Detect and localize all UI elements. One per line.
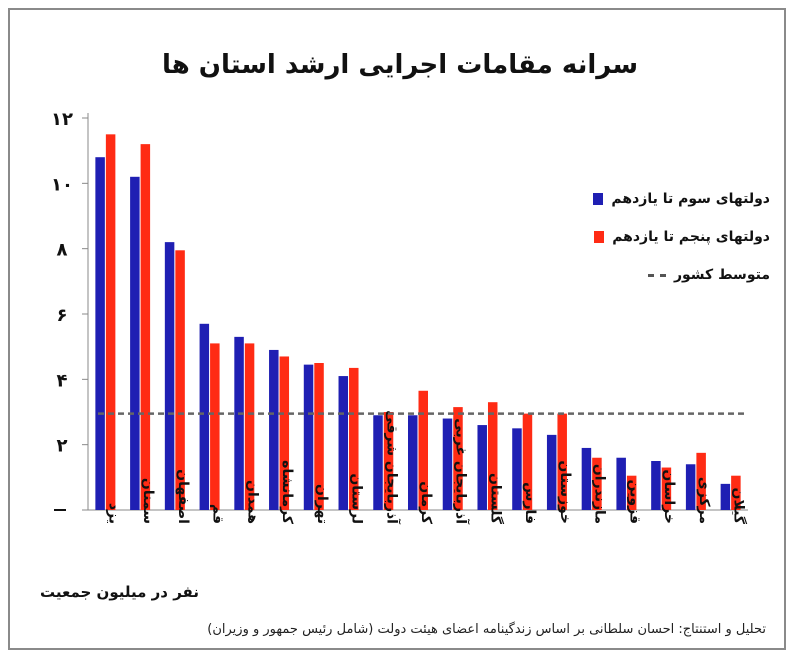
bar-series-2 bbox=[522, 413, 533, 510]
y-tick-label: ۱۰ bbox=[51, 174, 73, 195]
x-tick-label: تهران bbox=[314, 484, 330, 524]
legend-item-series-2: دولتهای پنجم تا یازدهم bbox=[560, 218, 770, 256]
bar-series-1 bbox=[581, 447, 592, 510]
bar-series-1 bbox=[95, 157, 105, 510]
bar-series-1 bbox=[234, 336, 244, 510]
x-tick-label: یزد bbox=[105, 503, 121, 524]
bar-series-2 bbox=[487, 402, 498, 510]
x-tick-label: لرستان bbox=[349, 473, 365, 524]
bar-series-1 bbox=[512, 428, 522, 510]
x-tick-label: آذربایجان غربی bbox=[453, 418, 471, 525]
legend-swatch-average bbox=[647, 273, 666, 277]
x-tick-label: آذربایجان شرقی bbox=[383, 410, 401, 525]
legend-label-series-1: دولتهای سوم تا یازدهم bbox=[611, 191, 770, 207]
y-tick-label: ۸ bbox=[57, 240, 68, 261]
x-tick-label: خوزستان bbox=[557, 460, 573, 524]
bar-series-1 bbox=[651, 461, 661, 510]
bar-series-2 bbox=[175, 250, 185, 511]
bar-series-1 bbox=[408, 415, 418, 510]
bar-series-2 bbox=[383, 412, 394, 510]
bar-series-1 bbox=[303, 364, 314, 510]
bar-series-2 bbox=[453, 407, 463, 510]
chart-title: سرانه مقامات اجرایی ارشد استان ها bbox=[161, 50, 639, 80]
bar-series-1 bbox=[130, 176, 140, 511]
x-tick-label: فارس bbox=[522, 482, 538, 524]
bar-series-2 bbox=[557, 413, 567, 510]
bar-series-2 bbox=[279, 356, 290, 510]
x-tick-label: همدان bbox=[244, 480, 260, 524]
bar-series-1 bbox=[477, 425, 487, 510]
bar-series-2 bbox=[418, 390, 428, 510]
bar-series-2 bbox=[661, 467, 672, 510]
x-tick-label: کرمانشاه bbox=[279, 460, 295, 525]
bar-series-1 bbox=[269, 349, 279, 510]
x-tick-label: گیلان bbox=[731, 488, 748, 525]
x-tick-label: خراسان bbox=[661, 469, 677, 524]
x-tick-label: مازندران bbox=[592, 464, 608, 524]
bar-series-2 bbox=[140, 144, 151, 510]
legend-label-series-2: دولتهای پنجم تا یازدهم bbox=[612, 229, 770, 245]
bar-series-1 bbox=[373, 415, 383, 510]
x-tick-label: قزوین bbox=[626, 480, 642, 524]
bar-series-1 bbox=[720, 483, 731, 510]
x-tick-label: مرکزی bbox=[696, 477, 712, 524]
bar-series-2 bbox=[731, 475, 741, 510]
y-tick-label: ۱۲ bbox=[51, 109, 73, 130]
bar-series-2 bbox=[210, 343, 220, 510]
x-tick-label: گلستان bbox=[487, 473, 504, 525]
legend-swatch-series-2 bbox=[594, 231, 605, 243]
bar-series-2 bbox=[349, 367, 359, 510]
bar-series-1 bbox=[546, 434, 557, 510]
bar-series-1 bbox=[685, 464, 696, 510]
bar-series-2 bbox=[696, 452, 706, 510]
x-tick-label: قم bbox=[210, 504, 226, 524]
bar-series-2 bbox=[592, 457, 602, 510]
legend: دولتهای سوم تا یازدهم دولتهای پنجم تا یا… bbox=[560, 180, 770, 294]
x-tick-label: اصفهان bbox=[175, 469, 191, 524]
bar-series-2 bbox=[626, 475, 637, 510]
y-axis-unit-label: نفر در میلیون جمعیت bbox=[40, 583, 199, 601]
bar-series-1 bbox=[338, 376, 349, 510]
bar-series-1 bbox=[164, 242, 175, 510]
legend-label-average: متوسط کشور bbox=[673, 267, 770, 283]
bar-series-1 bbox=[199, 323, 210, 510]
bar-series-1 bbox=[442, 418, 453, 510]
x-tick-label: سمنان bbox=[140, 478, 156, 524]
bar-series-2 bbox=[105, 134, 116, 511]
y-tick-label: ۲ bbox=[57, 436, 68, 457]
legend-item-average: متوسط کشور bbox=[560, 256, 770, 294]
legend-swatch-series-1 bbox=[593, 193, 604, 205]
bar-series-2 bbox=[314, 363, 324, 510]
y-tick-label: ۶ bbox=[57, 305, 68, 326]
bar-series-2 bbox=[244, 343, 255, 510]
bar-series-1 bbox=[616, 457, 626, 510]
x-tick-label: کرمان bbox=[418, 481, 434, 525]
source-note: تحلیل و استنتاج: احسان سلطانی بر اساس زن… bbox=[207, 622, 766, 637]
legend-item-series-1: دولتهای سوم تا یازدهم bbox=[560, 180, 770, 218]
y-tick-label: ۴ bbox=[57, 370, 68, 391]
